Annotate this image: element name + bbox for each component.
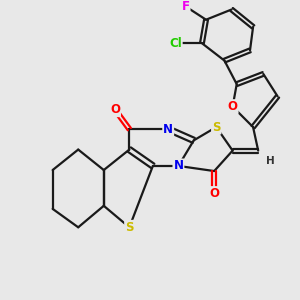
Text: N: N bbox=[173, 159, 183, 172]
Text: O: O bbox=[110, 103, 120, 116]
Text: S: S bbox=[212, 121, 220, 134]
Text: Cl: Cl bbox=[169, 37, 182, 50]
Text: O: O bbox=[228, 100, 238, 113]
Text: O: O bbox=[209, 187, 219, 200]
Text: H: H bbox=[266, 156, 275, 166]
Text: F: F bbox=[182, 0, 190, 13]
Text: S: S bbox=[125, 221, 134, 234]
Text: N: N bbox=[163, 123, 173, 136]
